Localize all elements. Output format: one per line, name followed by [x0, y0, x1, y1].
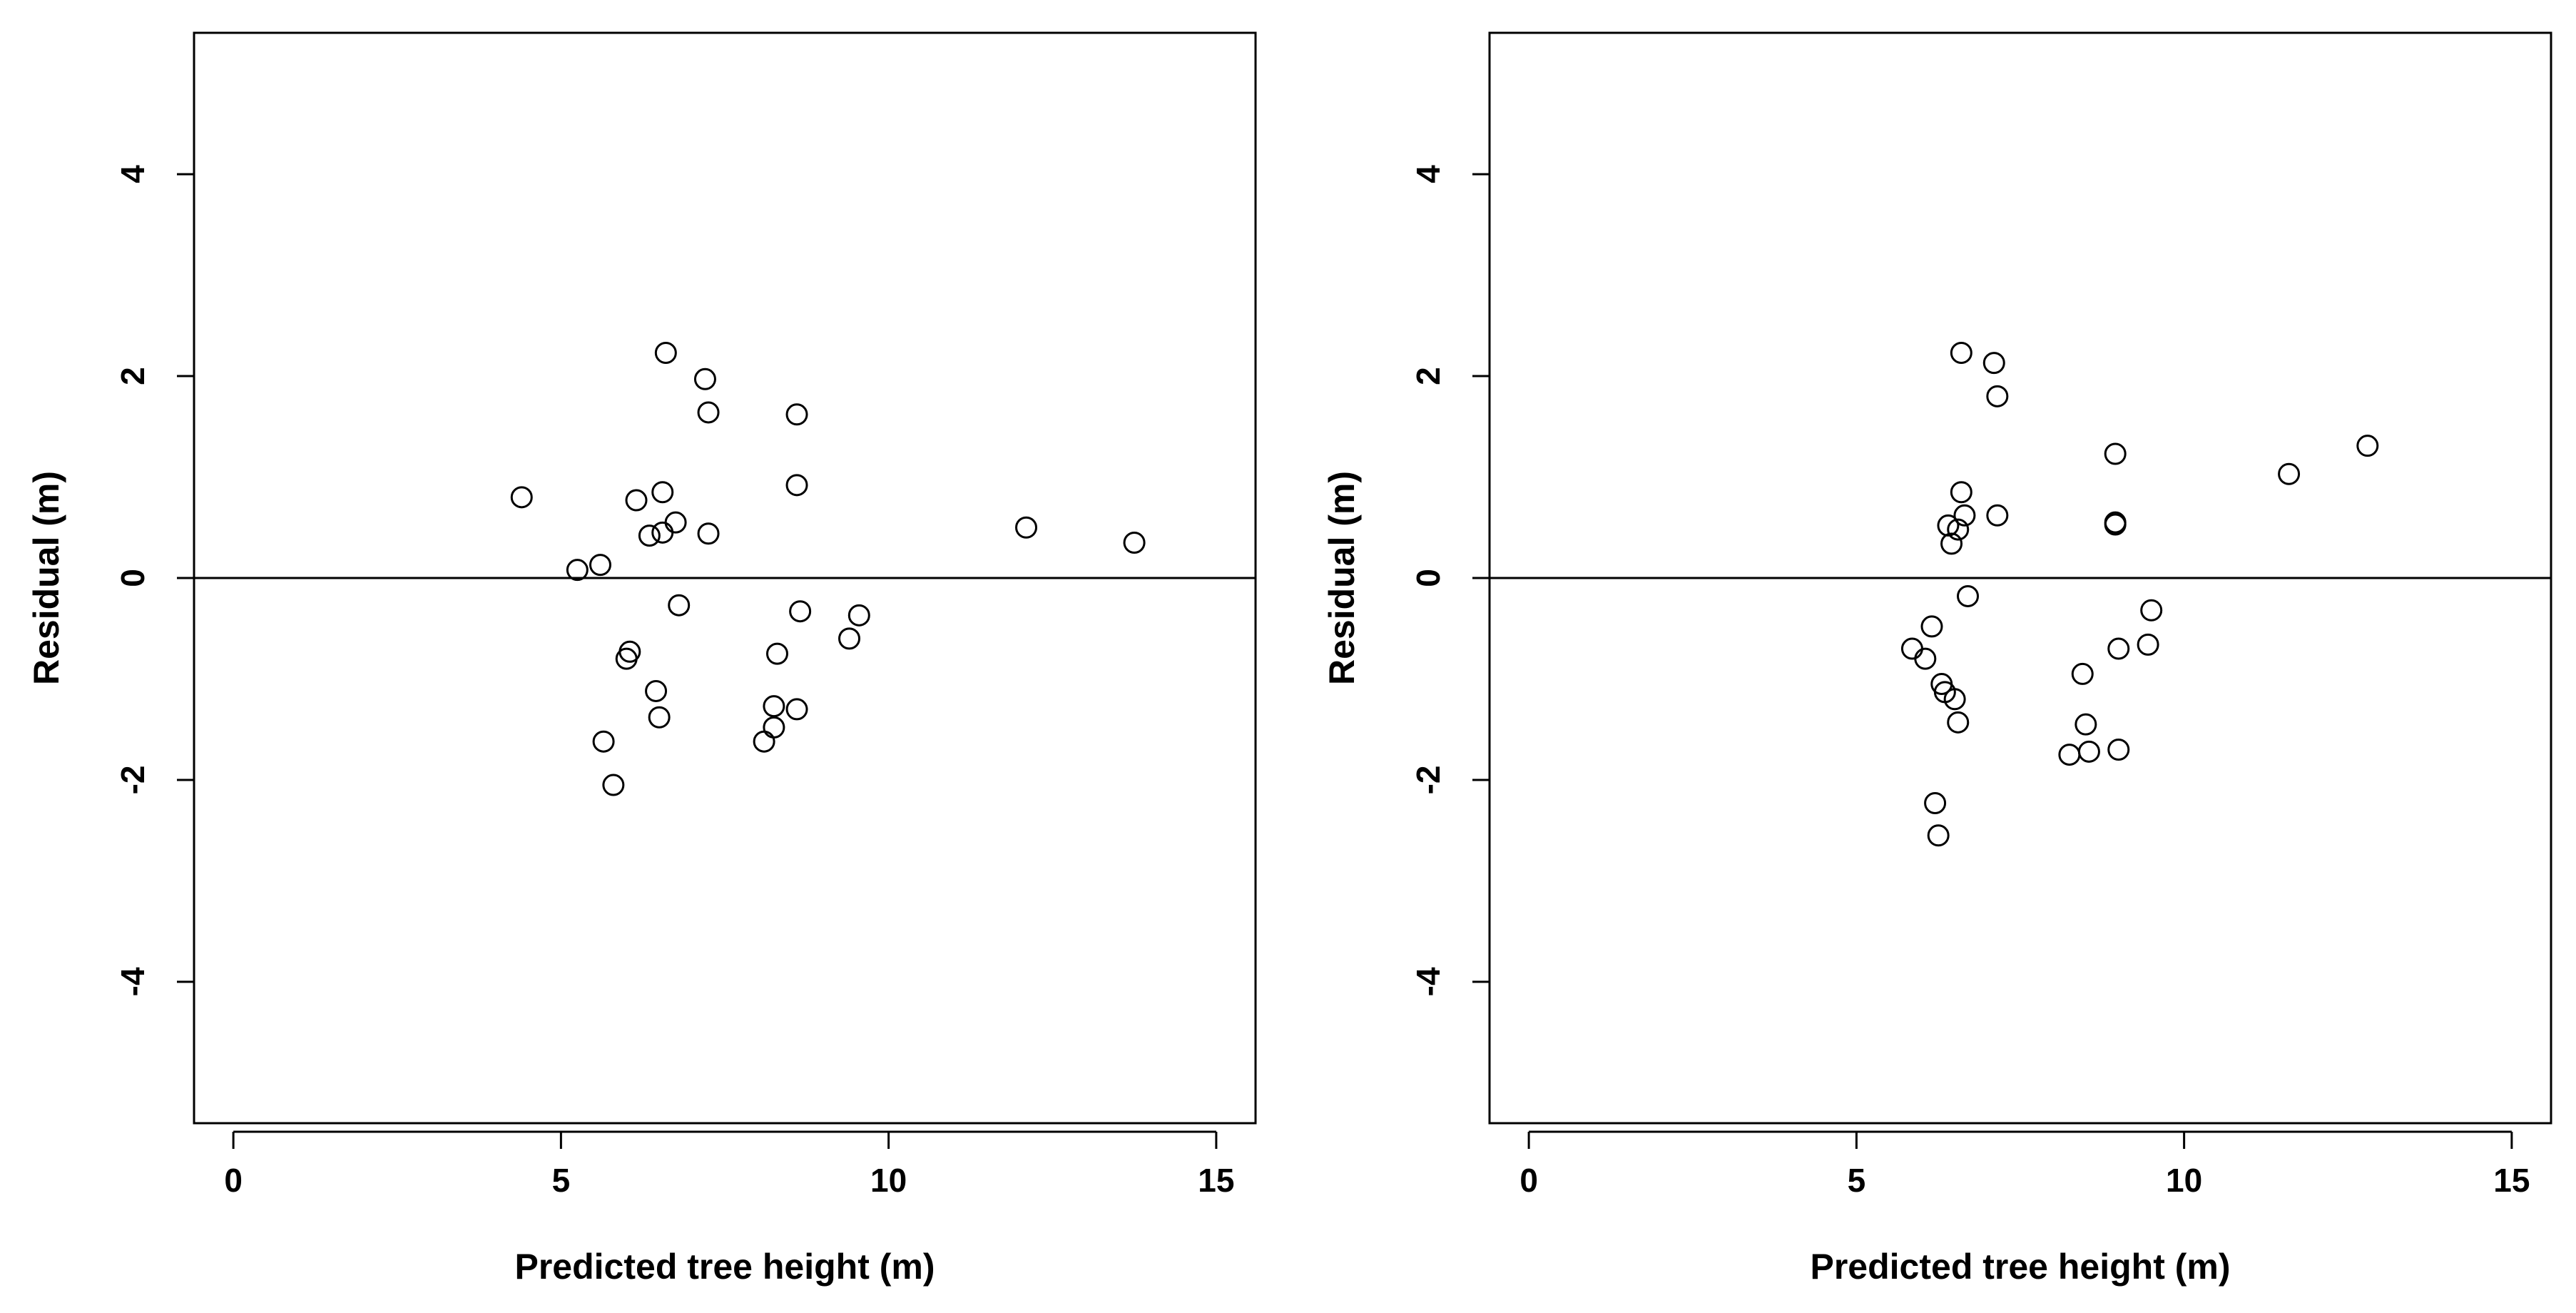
right-data-point: [1937, 514, 1960, 537]
right-data-point: [2077, 740, 2100, 763]
left-y-axis-label: Residual (m): [26, 471, 66, 685]
right-data-point: [2104, 513, 2127, 536]
left-x-tick-label: 5: [552, 1162, 571, 1199]
left-x-tick-label: 10: [870, 1162, 907, 1199]
left-data-point: [645, 679, 668, 702]
left-data-point: [765, 642, 788, 665]
right-data-point: [1957, 584, 1980, 607]
left-data-point: [625, 489, 648, 512]
right-data-point: [1950, 481, 1972, 504]
left-data-point: [763, 695, 785, 718]
left-y-tick-label: 2: [114, 367, 151, 385]
right-data-point: [1953, 504, 1976, 527]
right-x-ticks: 0 5 10 15: [1519, 1130, 2530, 1199]
left-data-point: [648, 706, 671, 729]
right-y-tick-label: -4: [1410, 967, 1447, 996]
right-data-point: [1940, 532, 1963, 555]
right-data-point: [2071, 662, 2094, 685]
right-x-tick-label: 10: [2166, 1162, 2202, 1199]
left-data-point: [664, 511, 687, 534]
right-x-tick-label: 15: [2493, 1162, 2530, 1199]
left-y-tick-label: 0: [114, 569, 151, 587]
left-data-point: [566, 559, 589, 582]
left-data-point: [785, 474, 808, 497]
right-data-point: [2104, 442, 2127, 465]
left-scatter-panel: Predicted tree height (m) Residual (m) 0…: [26, 31, 1257, 1287]
right-y-ticks: -4 -2 0 2 4: [1410, 165, 1490, 996]
left-y-tick-label: -4: [114, 967, 151, 996]
right-data-point: [1986, 504, 2009, 527]
left-data-point: [1015, 516, 1038, 539]
left-data-point: [510, 486, 533, 509]
right-data-point: [1947, 518, 1970, 541]
left-data-point: [654, 341, 677, 364]
right-data-point: [2278, 462, 2301, 485]
right-data-point: [1914, 647, 1937, 670]
right-data-point: [1947, 711, 1970, 734]
left-data-point: [693, 367, 716, 390]
right-data-point: [2107, 739, 2130, 761]
right-x-tick-label: 5: [1848, 1162, 1866, 1199]
right-y-axis-label: Residual (m): [1322, 471, 1362, 685]
right-data-point: [1986, 385, 2009, 407]
left-data-point: [697, 522, 720, 545]
right-data-points: [1900, 341, 2379, 847]
left-y-ticks: -4 -2 0 2 4: [114, 165, 194, 996]
right-y-tick-label: 0: [1410, 569, 1447, 587]
left-data-points: [510, 341, 1146, 796]
right-data-point: [2074, 713, 2097, 736]
left-data-point: [589, 554, 611, 577]
left-data-point: [763, 716, 785, 739]
left-data-point: [785, 403, 808, 426]
left-x-ticks: 0 5 10 15: [224, 1130, 1234, 1199]
left-x-axis-label: Predicted tree height (m): [515, 1247, 935, 1287]
left-data-point: [618, 640, 641, 663]
left-data-point: [697, 401, 720, 424]
right-data-point: [2140, 599, 2163, 622]
right-data-point: [1920, 615, 1943, 638]
left-y-tick-label: -2: [114, 766, 151, 795]
left-data-point: [638, 524, 661, 547]
left-data-point: [838, 627, 861, 650]
right-y-tick-label: 4: [1410, 165, 1447, 183]
left-data-point: [668, 594, 691, 617]
left-y-tick-label: 4: [114, 165, 151, 183]
right-x-axis-label: Predicted tree height (m): [1811, 1247, 2231, 1287]
left-data-point: [785, 698, 808, 721]
right-data-point: [1943, 688, 1966, 711]
right-data-point: [1950, 341, 1972, 364]
right-scatter-panel: Predicted tree height (m) Residual (m) 0…: [1322, 31, 2552, 1287]
right-data-point: [1982, 352, 2005, 375]
left-data-point: [1123, 531, 1146, 554]
right-y-tick-label: 2: [1410, 367, 1447, 385]
left-x-tick-label: 15: [1198, 1162, 1234, 1199]
right-data-point: [2137, 633, 2159, 656]
right-data-point: [1927, 824, 1950, 847]
left-data-point: [602, 774, 625, 796]
left-data-point: [789, 600, 812, 623]
right-x-tick-label: 0: [1519, 1162, 1538, 1199]
right-y-tick-label: -2: [1410, 766, 1447, 795]
left-data-point: [651, 481, 674, 504]
left-data-point: [847, 604, 870, 627]
right-data-point: [2356, 435, 2379, 457]
left-data-point: [592, 730, 615, 753]
right-data-point: [2107, 637, 2130, 660]
left-x-tick-label: 0: [224, 1162, 243, 1199]
right-data-point: [1924, 792, 1947, 815]
